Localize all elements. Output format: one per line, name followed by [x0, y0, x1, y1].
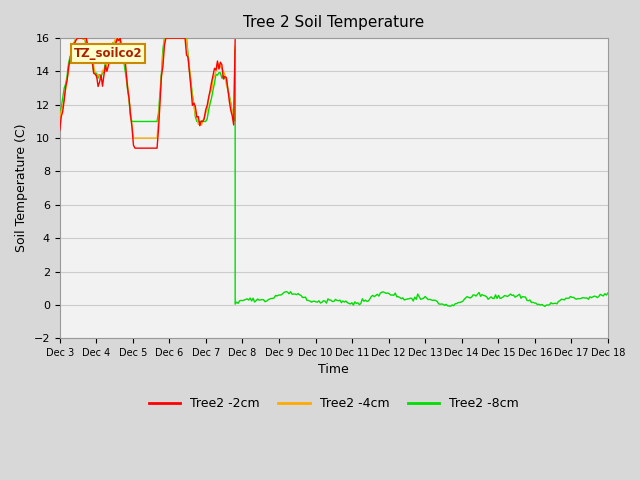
Legend: Tree2 -2cm, Tree2 -4cm, Tree2 -8cm: Tree2 -2cm, Tree2 -4cm, Tree2 -8cm: [143, 393, 524, 416]
Bar: [60, 272, 608, 305]
Title: Tree 2 Soil Temperature: Tree 2 Soil Temperature: [243, 15, 424, 30]
Bar: [60, 38, 608, 72]
Bar: [60, 205, 608, 238]
Bar: [60, 105, 608, 138]
Bar: [60, 72, 608, 105]
Bar: [60, 305, 608, 338]
Y-axis label: Soil Temperature (C): Soil Temperature (C): [15, 124, 28, 252]
Bar: [60, 238, 608, 272]
Text: TZ_soilco2: TZ_soilco2: [74, 47, 142, 60]
X-axis label: Time: Time: [319, 363, 349, 376]
Bar: [60, 138, 608, 171]
Bar: [60, 171, 608, 205]
